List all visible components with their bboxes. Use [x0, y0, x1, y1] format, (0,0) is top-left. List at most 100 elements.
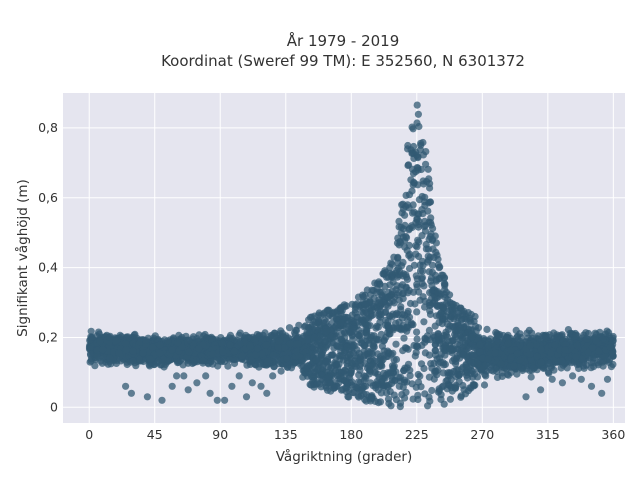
data-point — [402, 283, 410, 291]
data-point — [551, 341, 559, 349]
data-point — [469, 381, 477, 389]
y-axis-title: Signifikant våghöjd (m) — [14, 179, 31, 337]
data-point — [328, 351, 336, 359]
data-point — [545, 359, 553, 368]
data-point — [364, 313, 372, 321]
data-point — [409, 321, 417, 329]
data-point — [503, 333, 511, 341]
data-point — [504, 340, 512, 348]
data-point — [405, 313, 414, 321]
data-point — [377, 389, 385, 397]
x-tick-labels: 0 45 90 135 180 225 270 315 360 — [85, 427, 625, 442]
data-point — [129, 347, 137, 355]
data-point — [292, 326, 301, 335]
data-point — [442, 288, 450, 296]
data-point — [193, 379, 201, 387]
data-point — [373, 285, 381, 293]
data-point — [376, 398, 385, 406]
data-point — [322, 318, 330, 326]
data-point — [491, 349, 499, 357]
data-point — [317, 383, 325, 391]
data-point — [434, 366, 442, 374]
data-point — [446, 345, 455, 353]
data-point — [396, 399, 405, 407]
data-point — [425, 326, 433, 334]
data-point — [332, 315, 340, 323]
data-point — [462, 322, 470, 330]
data-point — [318, 371, 326, 379]
data-point — [410, 142, 418, 151]
data-point — [384, 318, 392, 326]
data-point — [300, 323, 309, 331]
data-point — [221, 396, 229, 404]
data-point — [577, 375, 585, 383]
data-point — [456, 324, 464, 332]
data-point — [434, 255, 442, 263]
data-point — [403, 378, 411, 386]
data-point — [426, 310, 435, 318]
data-point — [348, 378, 356, 386]
data-point — [415, 122, 423, 131]
data-point — [355, 378, 363, 386]
data-point — [311, 364, 319, 372]
data-point — [437, 358, 445, 366]
data-point — [594, 359, 602, 367]
data-point — [507, 354, 515, 362]
data-point — [236, 329, 244, 337]
data-point — [404, 307, 412, 315]
data-point — [269, 351, 277, 359]
data-point — [321, 337, 330, 345]
data-point — [263, 389, 271, 397]
data-point — [398, 391, 406, 399]
data-point — [312, 356, 320, 364]
data-point — [440, 344, 448, 352]
data-point — [546, 331, 554, 339]
data-point — [122, 346, 130, 354]
data-point — [557, 364, 565, 372]
data-point — [413, 308, 421, 316]
data-point — [432, 276, 440, 284]
data-point — [270, 332, 278, 340]
data-point — [173, 372, 181, 380]
data-point — [201, 330, 209, 339]
data-point — [330, 384, 338, 392]
data-point — [489, 367, 497, 375]
data-point — [425, 373, 433, 381]
y-tick-label: 0 — [50, 399, 58, 414]
data-point — [395, 318, 403, 326]
data-point — [235, 372, 243, 380]
data-point — [380, 382, 388, 390]
x-tick-label: 0 — [85, 427, 93, 442]
x-tick-label: 270 — [470, 427, 494, 442]
data-point — [446, 372, 454, 380]
data-point — [432, 347, 440, 355]
data-point — [382, 353, 391, 361]
data-point — [418, 274, 426, 282]
data-point — [390, 299, 398, 307]
data-point — [381, 282, 389, 290]
data-point — [328, 309, 337, 317]
data-point — [463, 374, 472, 382]
x-tick-label: 45 — [147, 427, 163, 442]
data-point — [422, 148, 430, 156]
data-point — [527, 356, 535, 364]
data-point — [440, 280, 448, 288]
data-point — [527, 373, 535, 381]
data-point — [400, 367, 408, 375]
data-point — [399, 258, 407, 266]
data-point — [164, 337, 172, 345]
data-point — [356, 362, 364, 371]
data-point — [376, 360, 384, 368]
data-point — [421, 338, 429, 346]
data-point — [522, 393, 530, 401]
data-point — [154, 357, 162, 365]
data-point — [558, 379, 567, 387]
data-point — [537, 386, 545, 394]
data-point — [513, 349, 522, 358]
data-point — [408, 187, 416, 195]
data-point — [572, 332, 580, 340]
data-point — [412, 272, 420, 280]
data-point — [322, 328, 330, 336]
data-point — [142, 336, 150, 345]
data-point — [383, 273, 391, 281]
